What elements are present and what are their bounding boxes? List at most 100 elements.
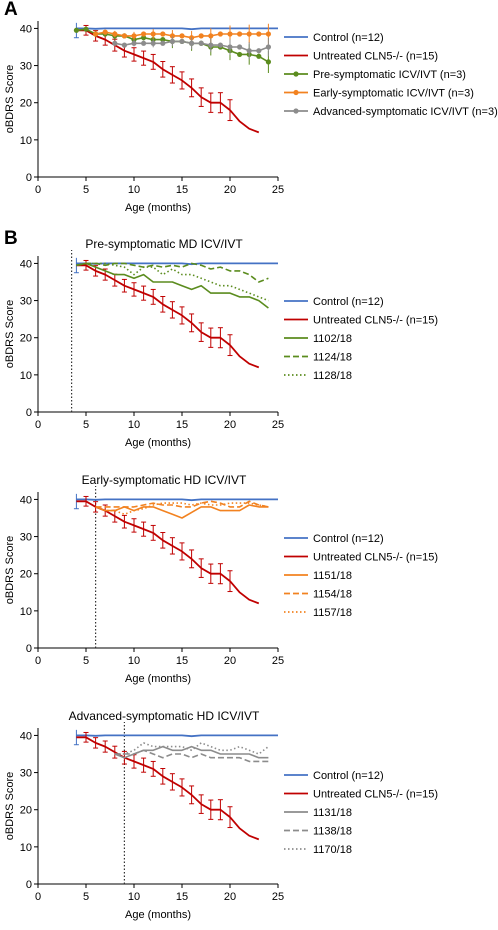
chart-title: Advanced-symptomatic HD ICV/IVT <box>69 709 260 723</box>
legend-marker <box>293 108 299 114</box>
data-point <box>160 31 166 37</box>
data-point <box>169 33 175 39</box>
y-tick-label: 40 <box>20 494 32 506</box>
x-tick-label: 0 <box>35 419 41 431</box>
legend-entry: 1138/18 <box>313 826 352 838</box>
data-point <box>237 31 243 37</box>
data-point <box>256 48 262 54</box>
x-tick-label: 5 <box>83 655 89 667</box>
x-tick-label: 25 <box>272 184 284 196</box>
x-tick-label: 0 <box>35 655 41 667</box>
y-axis-label: oBDRS Score <box>4 65 16 133</box>
legend-entry: 1131/18 <box>313 807 352 819</box>
y-tick-label: 0 <box>26 643 32 655</box>
series-line-pre <box>76 262 269 309</box>
data-point <box>189 40 195 46</box>
data-point <box>227 31 233 37</box>
x-tick-label: 25 <box>272 891 284 903</box>
x-tick-label: 5 <box>83 419 89 431</box>
data-point <box>83 26 89 32</box>
series-line-untreated <box>76 500 260 605</box>
legend-entry: Untreated CLN5-/- (n=15) <box>313 315 438 327</box>
series-line-pre-dotted <box>76 262 269 302</box>
series-line-untreated <box>76 736 260 841</box>
chart-panel-b3: Advanced-symptomatic HD ICV/IVT 0 5 10 15 20 2… <box>4 709 438 921</box>
data-point <box>112 31 118 37</box>
data-point <box>169 38 175 45</box>
data-point <box>93 31 99 37</box>
data-point <box>141 40 147 46</box>
x-tick-label: 5 <box>83 891 89 903</box>
data-point <box>160 40 166 46</box>
y-tick-label: 10 <box>20 842 32 854</box>
panel-a-letter: A <box>4 0 18 20</box>
x-tick-label: 25 <box>272 419 284 431</box>
x-tick-label: 0 <box>35 891 41 903</box>
panel-b-letter: B <box>4 228 18 249</box>
y-tick-label: 0 <box>26 407 32 419</box>
y-tick-label: 40 <box>20 730 32 742</box>
data-point <box>227 44 233 50</box>
legend-marker <box>293 89 299 96</box>
x-tick-label: 5 <box>83 184 89 196</box>
y-tick-label: 30 <box>20 61 32 73</box>
series-line-control <box>76 734 278 738</box>
x-axis-label: Age (months) <box>125 202 191 214</box>
x-tick-label: 10 <box>128 891 140 903</box>
series-line-control <box>76 262 278 266</box>
series-line-control <box>76 27 278 31</box>
data-point <box>131 33 137 39</box>
x-tick-label: 20 <box>224 891 236 903</box>
x-tick-label: 25 <box>272 655 284 667</box>
data-point <box>179 38 185 45</box>
legend-entry: Advanced-symptomatic ICV/IVT (n=3) <box>313 106 498 118</box>
y-tick-label: 30 <box>20 532 32 544</box>
x-tick-label: 10 <box>128 184 140 196</box>
series-line-advanced-dotted <box>114 742 269 755</box>
legend-entry: Untreated CLN5-/- (n=15) <box>313 789 438 801</box>
chart-panel-b2: Early-symptomatic HD ICV/IVT 0 5 10 15 20 25 0 1… <box>4 473 438 685</box>
y-axis-label: oBDRS Score <box>4 772 16 840</box>
series-line-advanced <box>114 745 269 759</box>
data-point <box>237 44 243 50</box>
data-point <box>265 31 271 37</box>
y-axis-label: oBDRS Score <box>4 300 16 368</box>
legend-entry: Control (n=12) <box>313 32 384 44</box>
x-tick-label: 20 <box>224 655 236 667</box>
y-tick-label: 20 <box>20 333 32 345</box>
legend-entry: 1157/18 <box>313 607 352 619</box>
x-tick-label: 10 <box>128 419 140 431</box>
y-tick-label: 20 <box>20 98 32 110</box>
legend-marker <box>293 71 299 77</box>
series-line-control <box>76 498 278 502</box>
chart-panel-a: 0 5 10 15 20 25 0 10 20 30 40 Age (months) oBDRS Sco… <box>4 21 498 214</box>
y-tick-label: 20 <box>20 569 32 581</box>
x-axis-label: Age (months) <box>125 673 191 685</box>
data-point <box>102 29 108 35</box>
data-point <box>265 44 271 50</box>
y-tick-label: 10 <box>20 606 32 618</box>
y-tick-label: 20 <box>20 805 32 817</box>
y-tick-label: 30 <box>20 296 32 308</box>
series-line-untreated <box>76 29 260 134</box>
legend-entry: Untreated CLN5-/- (n=15) <box>313 51 438 63</box>
legend-entry: Untreated CLN5-/- (n=15) <box>313 552 438 564</box>
x-tick-label: 15 <box>176 655 188 667</box>
data-point <box>141 31 147 37</box>
data-point <box>256 53 262 59</box>
data-point <box>141 35 147 41</box>
legend-entry: 1102/18 <box>313 333 352 345</box>
data-point <box>112 40 118 46</box>
legend-entry: 1128/18 <box>313 370 352 382</box>
data-point <box>179 33 185 39</box>
series-line-advanced-dashed <box>114 749 269 763</box>
data-point <box>246 48 252 54</box>
x-tick-label: 15 <box>176 891 188 903</box>
data-point <box>121 42 127 48</box>
series-line-early-dashed <box>95 500 269 508</box>
series-line-untreated <box>76 264 260 369</box>
data-point <box>160 36 166 43</box>
legend-entry: Control (n=12) <box>313 770 384 782</box>
legend-entry: Control (n=12) <box>313 533 384 545</box>
data-point <box>217 42 223 48</box>
